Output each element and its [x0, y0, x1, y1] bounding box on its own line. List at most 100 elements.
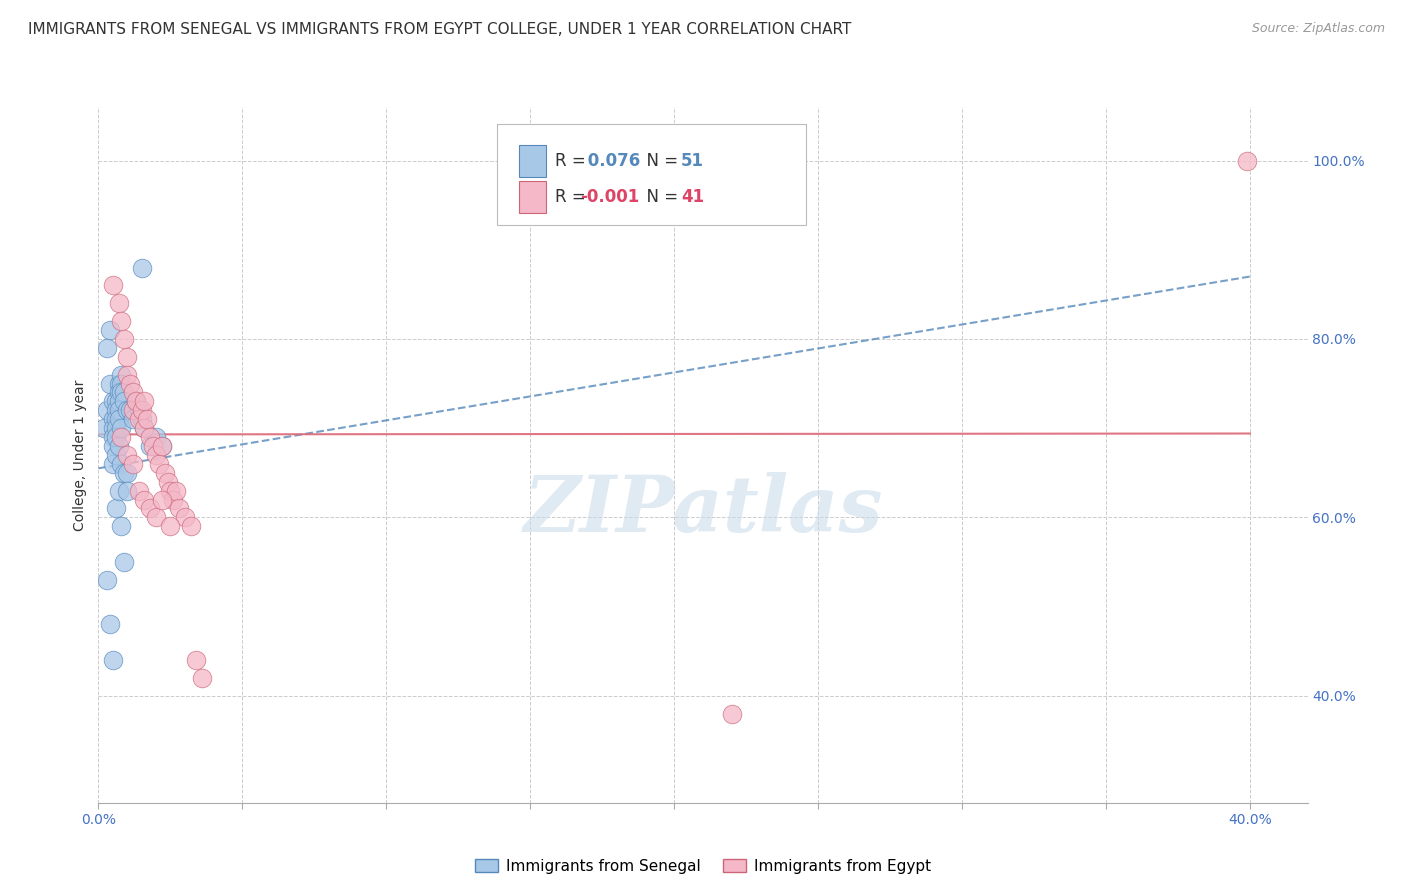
- Point: [110, 519, 132, 533]
- Point: [101, 430, 124, 444]
- Point: [128, 483, 150, 498]
- Point: [96, 573, 118, 587]
- Point: [120, 403, 142, 417]
- Point: [110, 368, 132, 382]
- Point: [115, 403, 138, 417]
- Point: [134, 394, 156, 409]
- Point: [165, 483, 187, 498]
- Point: [122, 412, 145, 426]
- Point: [96, 403, 118, 417]
- Text: N =: N =: [637, 188, 683, 206]
- Text: R =: R =: [555, 152, 592, 169]
- Point: [104, 430, 127, 444]
- Point: [110, 314, 132, 328]
- Point: [150, 492, 173, 507]
- Point: [150, 439, 173, 453]
- Point: [112, 385, 135, 400]
- Point: [131, 403, 153, 417]
- Point: [112, 555, 135, 569]
- Point: [159, 483, 181, 498]
- Point: [101, 394, 124, 409]
- Point: [128, 403, 150, 417]
- Point: [112, 394, 135, 409]
- Point: [122, 403, 145, 417]
- Point: [148, 457, 170, 471]
- Point: [120, 376, 142, 391]
- Point: [115, 448, 138, 462]
- Legend: Immigrants from Senegal, Immigrants from Egypt: Immigrants from Senegal, Immigrants from…: [470, 853, 936, 880]
- Text: IMMIGRANTS FROM SENEGAL VS IMMIGRANTS FROM EGYPT COLLEGE, UNDER 1 YEAR CORRELATI: IMMIGRANTS FROM SENEGAL VS IMMIGRANTS FR…: [28, 22, 852, 37]
- Point: [104, 421, 127, 435]
- Point: [186, 653, 208, 667]
- Point: [167, 501, 190, 516]
- Point: [159, 519, 181, 533]
- Point: [104, 394, 127, 409]
- Point: [110, 430, 132, 444]
- Point: [153, 466, 176, 480]
- Point: [156, 475, 179, 489]
- Text: Source: ZipAtlas.com: Source: ZipAtlas.com: [1251, 22, 1385, 36]
- Point: [107, 412, 129, 426]
- Point: [115, 368, 138, 382]
- Point: [136, 412, 159, 426]
- Point: [104, 448, 127, 462]
- Point: [110, 421, 132, 435]
- Point: [110, 376, 132, 391]
- Point: [101, 421, 124, 435]
- Point: [134, 421, 156, 435]
- Point: [131, 260, 153, 275]
- Point: [107, 376, 129, 391]
- Point: [93, 421, 115, 435]
- Point: [107, 483, 129, 498]
- Point: [145, 448, 167, 462]
- Point: [101, 653, 124, 667]
- Point: [162, 492, 184, 507]
- Point: [110, 385, 132, 400]
- Point: [98, 376, 121, 391]
- Point: [107, 394, 129, 409]
- Point: [115, 466, 138, 480]
- Point: [720, 706, 742, 721]
- FancyBboxPatch shape: [498, 124, 806, 226]
- Point: [112, 466, 135, 480]
- Text: 41: 41: [682, 188, 704, 206]
- Point: [125, 394, 148, 409]
- Text: -0.001: -0.001: [579, 188, 638, 206]
- Point: [122, 457, 145, 471]
- Point: [139, 430, 162, 444]
- Point: [139, 501, 162, 516]
- Point: [1236, 153, 1258, 168]
- Point: [96, 341, 118, 355]
- Text: 0.076: 0.076: [582, 152, 640, 169]
- Point: [101, 457, 124, 471]
- Point: [112, 332, 135, 346]
- Point: [107, 385, 129, 400]
- Point: [104, 501, 127, 516]
- Point: [115, 483, 138, 498]
- FancyBboxPatch shape: [519, 145, 546, 177]
- Text: 51: 51: [682, 152, 704, 169]
- Point: [104, 412, 127, 426]
- Point: [173, 510, 195, 524]
- Point: [145, 430, 167, 444]
- Point: [128, 412, 150, 426]
- Point: [122, 385, 145, 400]
- Point: [139, 439, 162, 453]
- Text: ZIPatlas: ZIPatlas: [523, 473, 883, 549]
- Point: [191, 671, 214, 685]
- Point: [134, 421, 156, 435]
- Text: N =: N =: [637, 152, 683, 169]
- FancyBboxPatch shape: [519, 181, 546, 213]
- Point: [125, 394, 148, 409]
- Point: [101, 278, 124, 293]
- Point: [150, 439, 173, 453]
- Point: [134, 492, 156, 507]
- Point: [142, 439, 165, 453]
- Point: [107, 403, 129, 417]
- Point: [131, 412, 153, 426]
- Point: [104, 403, 127, 417]
- Point: [110, 457, 132, 471]
- Point: [101, 412, 124, 426]
- Point: [145, 510, 167, 524]
- Point: [115, 350, 138, 364]
